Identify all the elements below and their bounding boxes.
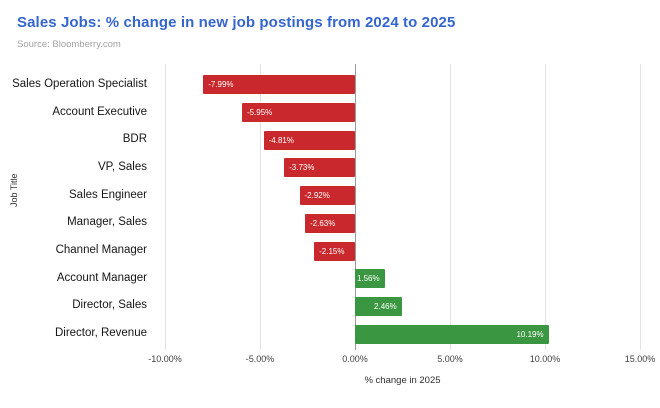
category-label: Director, Sales bbox=[72, 299, 147, 312]
bar[interactable]: -4.81% bbox=[263, 130, 355, 150]
bar-value-label: -4.81% bbox=[268, 135, 294, 145]
category-label: Channel Manager bbox=[55, 244, 147, 257]
bar[interactable]: 1.56% bbox=[355, 269, 385, 289]
bar-value-label: -2.15% bbox=[319, 246, 345, 256]
gridline bbox=[450, 64, 451, 350]
bar[interactable]: 10.19% bbox=[355, 324, 549, 344]
x-tick-label: -10.00% bbox=[148, 354, 182, 364]
category-label: Manager, Sales bbox=[67, 216, 147, 229]
chart-title: Sales Jobs: % change in new job postings… bbox=[17, 14, 456, 31]
category-label: Sales Engineer bbox=[69, 188, 147, 201]
bar-value-label: 1.56% bbox=[356, 274, 380, 284]
category-label: Account Executive bbox=[52, 105, 147, 118]
bars-container: -7.99% -5.95% -4.81% -3.73% -2.92% -2.63% -2.1… bbox=[165, 71, 640, 348]
bar[interactable]: -2.15% bbox=[314, 241, 355, 261]
category-label: VP, Sales bbox=[97, 160, 147, 173]
category-label: Sales Operation Specialist bbox=[12, 77, 147, 90]
bar[interactable]: -2.63% bbox=[305, 213, 355, 233]
bar[interactable]: 2.46% bbox=[355, 296, 402, 316]
zero-gridline bbox=[355, 64, 356, 350]
x-axis-tick-labels: -10.00% -5.00% 0.00% 5.00% 10.00% 15.00% bbox=[148, 354, 655, 366]
gridline bbox=[640, 64, 641, 350]
x-tick-label: 0.00% bbox=[342, 354, 368, 364]
bar[interactable]: -7.99% bbox=[203, 75, 355, 95]
gridline bbox=[260, 64, 261, 350]
bar-value-label: -2.63% bbox=[310, 218, 336, 228]
bar[interactable]: -3.73% bbox=[284, 158, 355, 178]
bar-value-label: 10.19% bbox=[516, 329, 544, 339]
category-label: BDR bbox=[122, 133, 147, 146]
bar[interactable]: -5.95% bbox=[241, 103, 355, 123]
chart-source: Source: Bloomberry.com bbox=[17, 39, 121, 50]
bar-value-label: -5.95% bbox=[246, 108, 273, 118]
gridline bbox=[165, 64, 166, 350]
bar-value-label: -7.99% bbox=[208, 80, 234, 90]
bar-value-label: 2.46% bbox=[374, 301, 397, 311]
bar-value-label: -3.73% bbox=[289, 163, 315, 173]
gridline bbox=[545, 64, 546, 350]
category-label: Account Manager bbox=[56, 271, 147, 284]
bar[interactable]: -2.92% bbox=[299, 186, 355, 206]
x-tick-label: 10.00% bbox=[529, 354, 561, 364]
x-tick-label: 15.00% bbox=[624, 354, 656, 364]
x-tick-label: 5.00% bbox=[437, 354, 463, 364]
bar-value-label: -2.92% bbox=[304, 191, 330, 201]
category-label: Director, Revenue bbox=[54, 327, 147, 340]
x-axis-title: % change in 2025 bbox=[364, 375, 441, 386]
plot-area: -7.99% -5.95% -4.81% -3.73% -2.92% -2.63% -2.1… bbox=[165, 64, 641, 350]
x-tick-label: -5.00% bbox=[245, 354, 275, 364]
